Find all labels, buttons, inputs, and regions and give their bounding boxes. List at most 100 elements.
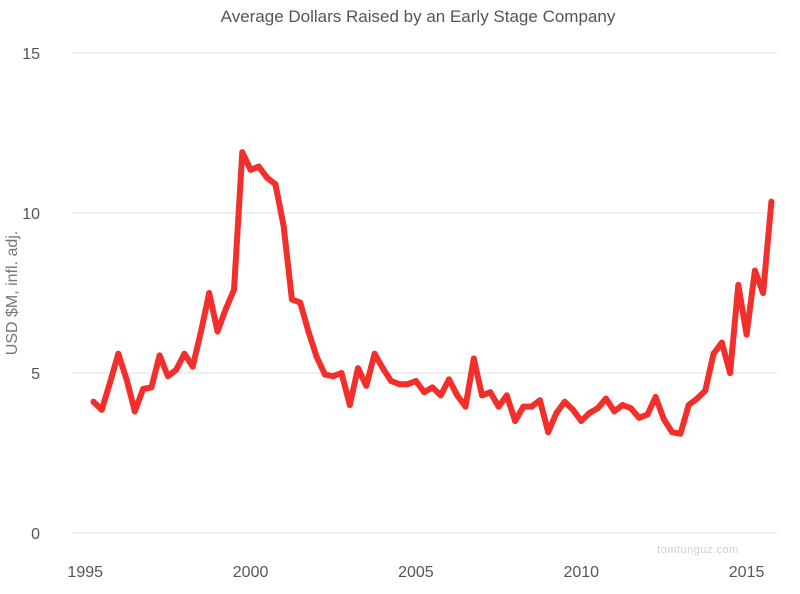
data-point — [388, 378, 395, 384]
data-point — [694, 395, 700, 402]
data-point — [156, 352, 163, 359]
y-tick-label: 10 — [22, 206, 40, 223]
data-point — [677, 430, 684, 437]
data-point — [231, 286, 237, 293]
data-point — [644, 411, 651, 418]
y-tick-label: 0 — [31, 526, 40, 543]
data-point — [578, 418, 585, 424]
y-tick-label: 15 — [22, 46, 40, 63]
data-point — [313, 354, 320, 360]
data-point — [123, 376, 130, 383]
data-point — [545, 429, 552, 436]
data-point — [355, 365, 361, 372]
x-tick-label: 2000 — [233, 564, 269, 581]
data-point — [412, 378, 419, 384]
data-point — [603, 395, 609, 402]
data-point — [735, 282, 742, 288]
watermark-text: tomtunguz.com — [657, 544, 739, 556]
data-point — [636, 414, 643, 421]
data-point — [181, 350, 188, 357]
data-point — [90, 398, 97, 405]
data-point — [272, 181, 279, 188]
data-point — [594, 405, 601, 412]
data-point — [702, 387, 709, 394]
data-point — [503, 392, 510, 399]
series-line — [90, 149, 775, 437]
data-point — [140, 386, 147, 392]
data-point — [255, 163, 262, 170]
data-point — [396, 381, 403, 388]
data-point — [536, 397, 543, 404]
data-point — [751, 267, 758, 274]
data-point — [189, 363, 196, 370]
data-point — [495, 403, 502, 410]
data-point — [173, 366, 180, 373]
data-point — [164, 373, 171, 380]
data-point — [454, 392, 461, 399]
data-point — [206, 290, 213, 296]
y-axis-label: USD $M, infl. adj. — [4, 231, 21, 355]
data-point — [627, 405, 634, 412]
data-point — [330, 373, 337, 380]
data-point — [305, 328, 312, 335]
x-tick-label: 2015 — [729, 564, 765, 581]
chart-title: Average Dollars Raised by an Early Stage… — [221, 7, 616, 26]
data-point — [264, 174, 271, 181]
data-point — [652, 394, 659, 400]
data-point — [760, 290, 767, 296]
data-point — [553, 410, 560, 416]
data-point — [214, 328, 221, 335]
data-point — [288, 296, 295, 303]
data-point — [743, 331, 750, 338]
y-tick-label: 5 — [31, 366, 40, 383]
data-point — [131, 408, 138, 415]
x-axis-ticks: 1995 2000 2005 2010 2015 — [67, 564, 764, 581]
data-point — [379, 365, 386, 372]
data-point — [107, 379, 113, 386]
x-tick-label: 2010 — [563, 564, 599, 581]
data-point — [148, 384, 155, 391]
data-point — [297, 299, 304, 306]
x-tick-label: 1995 — [67, 564, 103, 581]
x-tick-label: 2005 — [398, 564, 434, 581]
data-point — [198, 328, 204, 335]
data-point — [338, 370, 345, 376]
data-point — [570, 406, 576, 413]
data-point — [611, 408, 618, 415]
data-point — [561, 398, 568, 405]
data-point — [619, 402, 626, 408]
data-point — [404, 381, 411, 388]
data-point — [421, 389, 428, 396]
data-point — [98, 406, 105, 413]
data-point — [446, 376, 452, 383]
data-point — [222, 306, 229, 312]
data-point — [371, 350, 378, 357]
data-point — [322, 371, 328, 378]
data-point — [487, 389, 494, 396]
data-point — [718, 339, 725, 346]
data-point — [437, 392, 444, 399]
y-axis-ticks: 0 5 10 15 — [22, 46, 40, 543]
data-point — [586, 410, 593, 416]
data-point — [429, 384, 436, 391]
data-point — [462, 403, 469, 410]
data-point — [239, 149, 246, 156]
data-point — [710, 350, 717, 357]
data-point — [727, 370, 734, 376]
data-point — [685, 402, 692, 408]
series-layer — [90, 149, 775, 437]
data-point — [660, 416, 667, 423]
data-point — [247, 166, 254, 173]
data-point — [470, 355, 477, 362]
data-point — [280, 222, 287, 229]
data-point — [512, 418, 519, 424]
data-point — [479, 392, 485, 399]
data-point — [115, 350, 122, 357]
data-point — [520, 403, 527, 410]
data-point — [528, 403, 535, 410]
gridlines — [72, 52, 778, 534]
data-point — [669, 429, 676, 436]
data-point — [346, 402, 353, 408]
data-point — [363, 382, 370, 389]
